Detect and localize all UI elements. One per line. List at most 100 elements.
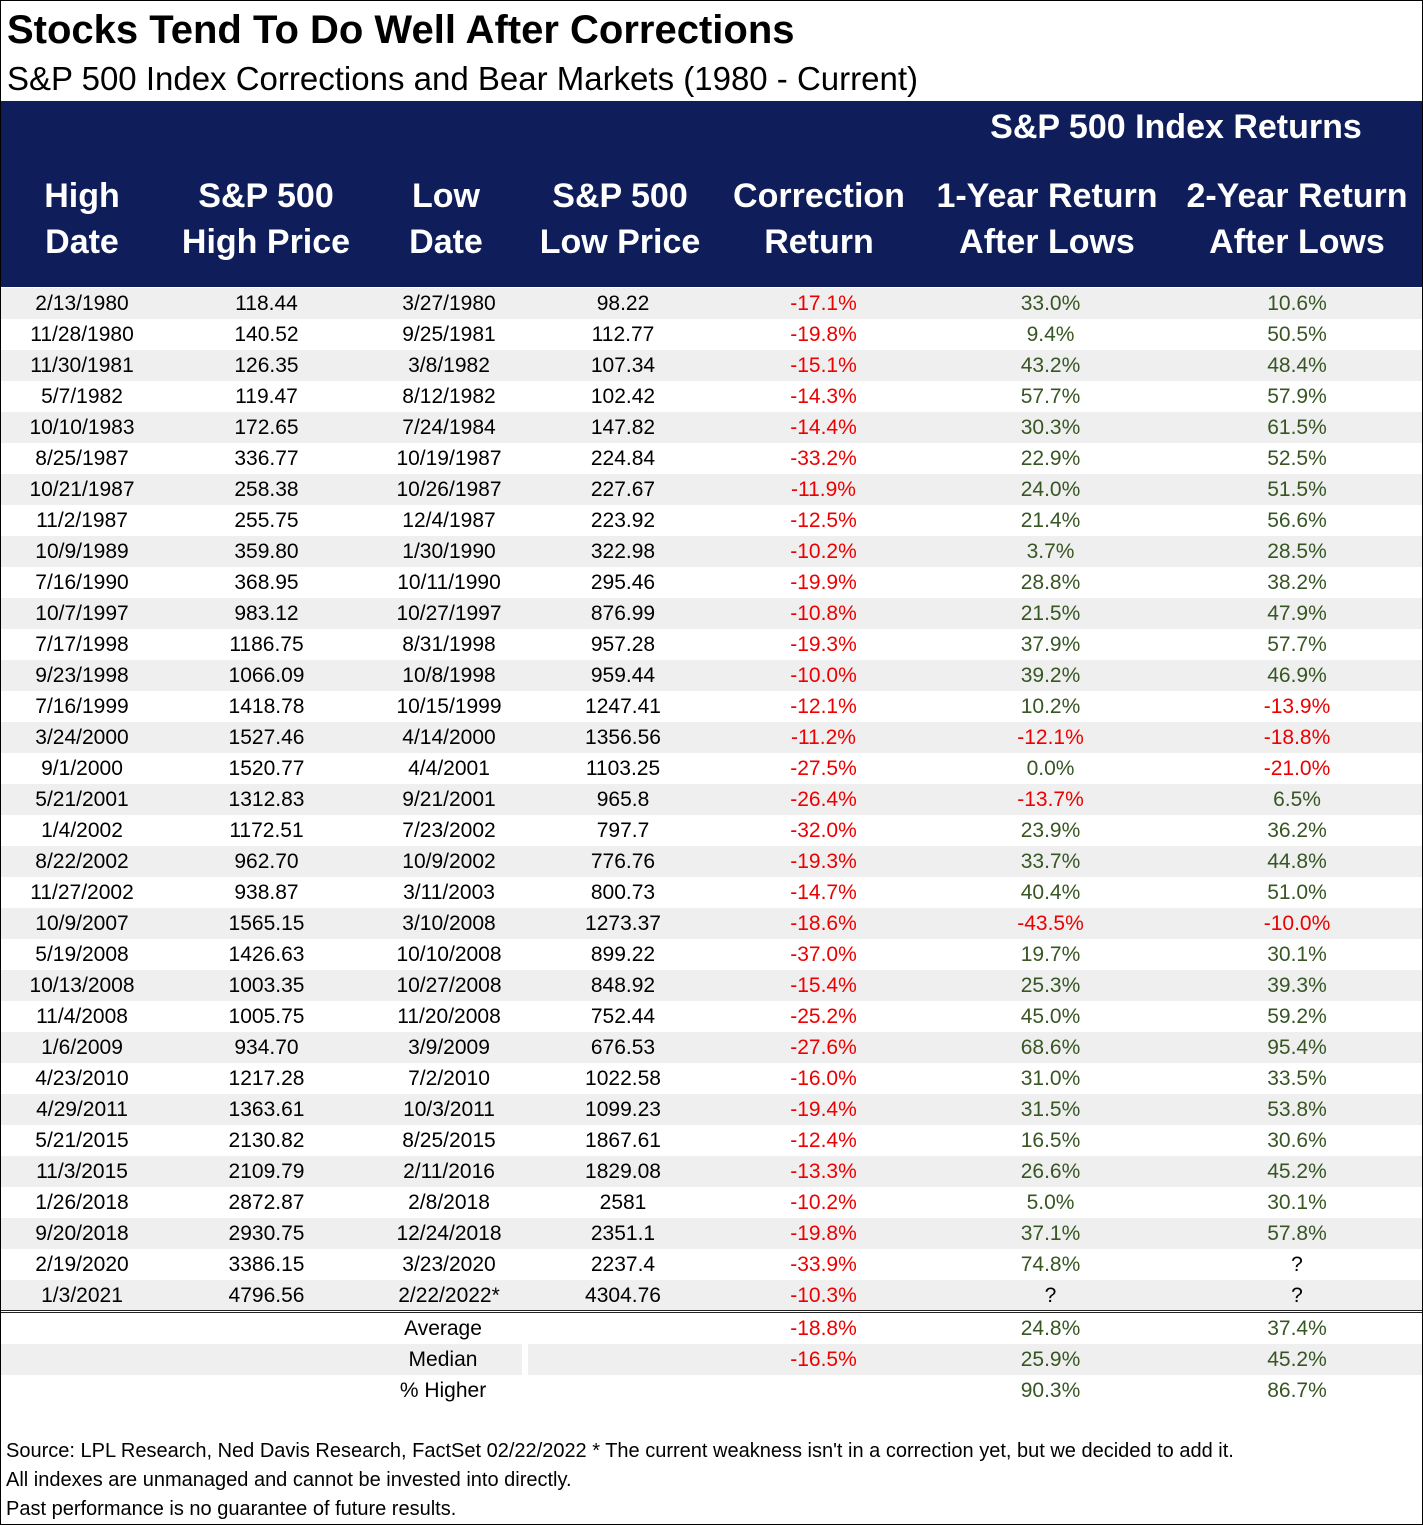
- one-year-return-cell: 9.4%: [929, 319, 1172, 350]
- column-header-line: Date: [409, 223, 483, 261]
- one-year-return-cell: 0.0%: [929, 753, 1172, 784]
- correction-return-cell: -26.4%: [718, 784, 929, 815]
- high-price-cell: 1520.77: [163, 753, 370, 784]
- high-date-cell: 4/29/2011: [1, 1094, 163, 1125]
- low-date-cell: 4/14/2000: [370, 722, 528, 753]
- correction-return-cell: -19.3%: [718, 629, 929, 660]
- correction-return-cell: -14.4%: [718, 412, 929, 443]
- one-year-return-cell: 45.0%: [929, 1001, 1172, 1032]
- low-date-cell: 9/21/2001: [370, 784, 528, 815]
- one-year-return-cell: 10.2%: [929, 691, 1172, 722]
- correction-return-cell: -12.5%: [718, 505, 929, 536]
- two-year-return-cell: 39.3%: [1172, 970, 1422, 1001]
- two-year-return-cell: 57.8%: [1172, 1218, 1422, 1249]
- one-year-return-cell: 25.3%: [929, 970, 1172, 1001]
- returns-group-label: S&P 500 Index Returns: [990, 108, 1362, 146]
- two-year-return-cell: 57.9%: [1172, 381, 1422, 412]
- table-row: 7/17/1998 1186.75 8/31/1998 957.28 -19.3% 37.…: [1, 629, 1422, 660]
- low-date-cell: 3/9/2009: [370, 1032, 528, 1063]
- table-row: 10/9/2007 1565.15 3/10/2008 1273.37 -18.6% -4…: [1, 908, 1422, 939]
- high-date-cell: 11/3/2015: [1, 1156, 163, 1187]
- low-date-cell: 10/27/1997: [370, 598, 528, 629]
- summary-divider: [1, 1310, 1422, 1311]
- column-header-low-price: S&P 500 Low Price: [528, 173, 712, 265]
- table-row: 1/6/2009 934.70 3/9/2009 676.53 -27.6% 68.6% 9…: [1, 1032, 1422, 1063]
- table-row: 8/22/2002 962.70 10/9/2002 776.76 -19.3% 33.7…: [1, 846, 1422, 877]
- high-date-cell: 8/25/1987: [1, 443, 163, 474]
- high-price-cell: 1005.75: [163, 1001, 370, 1032]
- table-row: 9/20/2018 2930.75 12/24/2018 2351.1 -19.8% 37…: [1, 1218, 1422, 1249]
- table-row: 11/28/1980 140.52 9/25/1981 112.77 -19.8% 9.4…: [1, 319, 1422, 350]
- low-price-cell: 102.42: [528, 381, 718, 412]
- column-header-line: Low Price: [539, 223, 701, 261]
- high-price-cell: 1312.83: [163, 784, 370, 815]
- summary-label: % Higher: [364, 1375, 522, 1406]
- column-header-2yr-return: 2-Year Return After Lows: [1173, 173, 1421, 265]
- low-price-cell: 223.92: [528, 505, 718, 536]
- one-year-return-cell: 24.0%: [929, 474, 1172, 505]
- empty-cell: [528, 1313, 718, 1344]
- high-date-cell: 10/7/1997: [1, 598, 163, 629]
- footer-past-performance: Past performance is no guarantee of futu…: [6, 1498, 457, 1520]
- two-year-return-cell: 38.2%: [1172, 567, 1422, 598]
- table-row: 5/7/1982 119.47 8/12/1982 102.42 -14.3% 57.7%…: [1, 381, 1422, 412]
- high-date-cell: 5/21/2001: [1, 784, 163, 815]
- low-price-cell: 676.53: [528, 1032, 718, 1063]
- table-row: 2/19/2020 3386.15 3/23/2020 2237.4 -33.9% 74.…: [1, 1249, 1422, 1280]
- high-date-cell: 7/16/1999: [1, 691, 163, 722]
- correction-return-cell: -27.5%: [718, 753, 929, 784]
- high-price-cell: 938.87: [163, 877, 370, 908]
- summary-table-body: Average -18.8% 24.8% 37.4% Median -16.5% 25.9%…: [1, 1313, 1422, 1406]
- low-date-cell: 7/23/2002: [370, 815, 528, 846]
- high-date-cell: 10/9/1989: [1, 536, 163, 567]
- two-year-return-cell: 30.1%: [1172, 939, 1422, 970]
- correction-return-cell: -16.0%: [718, 1063, 929, 1094]
- correction-return-cell: -19.9%: [718, 567, 929, 598]
- high-price-cell: 1186.75: [163, 629, 370, 660]
- two-year-return-cell: 48.4%: [1172, 350, 1422, 381]
- summary-two-year-cell: 86.7%: [1172, 1375, 1422, 1406]
- one-year-return-cell: 19.7%: [929, 939, 1172, 970]
- low-date-cell: 2/8/2018: [370, 1187, 528, 1218]
- two-year-return-cell: 46.9%: [1172, 660, 1422, 691]
- low-date-cell: 1/30/1990: [370, 536, 528, 567]
- two-year-return-cell: 6.5%: [1172, 784, 1422, 815]
- high-price-cell: 118.44: [163, 288, 370, 319]
- corrections-table-body: 2/13/1980 118.44 3/27/1980 98.22 -17.1% 33.0%…: [1, 288, 1422, 1311]
- column-header-line: After Lows: [959, 223, 1135, 261]
- one-year-return-cell: 57.7%: [929, 381, 1172, 412]
- low-date-cell: 10/27/2008: [370, 970, 528, 1001]
- high-price-cell: 1217.28: [163, 1063, 370, 1094]
- corrections-table: 2/13/1980 118.44 3/27/1980 98.22 -17.1% 33.0%…: [1, 288, 1422, 1311]
- high-price-cell: 1565.15: [163, 908, 370, 939]
- two-year-return-cell: 57.7%: [1172, 629, 1422, 660]
- low-date-cell: 2/22/2022*: [370, 1280, 528, 1311]
- low-price-cell: 112.77: [528, 319, 718, 350]
- low-price-cell: 848.92: [528, 970, 718, 1001]
- two-year-return-cell: 61.5%: [1172, 412, 1422, 443]
- low-price-cell: 4304.76: [528, 1280, 718, 1311]
- two-year-return-cell: 45.2%: [1172, 1156, 1422, 1187]
- correction-return-cell: -10.0%: [718, 660, 929, 691]
- table-row: 11/30/1981 126.35 3/8/1982 107.34 -15.1% 43.2…: [1, 350, 1422, 381]
- table-row: 10/21/1987 258.38 10/26/1987 227.67 -11.9% 24…: [1, 474, 1422, 505]
- low-date-cell: 11/20/2008: [370, 1001, 528, 1032]
- high-date-cell: 11/30/1981: [1, 350, 163, 381]
- one-year-return-cell: 16.5%: [929, 1125, 1172, 1156]
- low-price-cell: 1867.61: [528, 1125, 718, 1156]
- column-header-line: Low: [412, 177, 480, 215]
- high-price-cell: 2130.82: [163, 1125, 370, 1156]
- summary-row: Median -16.5% 25.9% 45.2%: [1, 1344, 1422, 1375]
- chart-subtitle: S&P 500 Index Corrections and Bear Marke…: [7, 60, 918, 97]
- two-year-return-cell: ?: [1172, 1249, 1422, 1280]
- column-header-line: Return: [764, 223, 874, 261]
- high-price-cell: 2109.79: [163, 1156, 370, 1187]
- footer-disclaimer: All indexes are unmanaged and cannot be …: [6, 1469, 572, 1491]
- low-price-cell: 1103.25: [528, 753, 718, 784]
- correction-return-cell: -33.2%: [718, 443, 929, 474]
- summary-one-year-cell: 90.3%: [929, 1375, 1172, 1406]
- one-year-return-cell: 31.0%: [929, 1063, 1172, 1094]
- high-price-cell: 126.35: [163, 350, 370, 381]
- table-row: 11/3/2015 2109.79 2/11/2016 1829.08 -13.3% 26…: [1, 1156, 1422, 1187]
- one-year-return-cell: 37.1%: [929, 1218, 1172, 1249]
